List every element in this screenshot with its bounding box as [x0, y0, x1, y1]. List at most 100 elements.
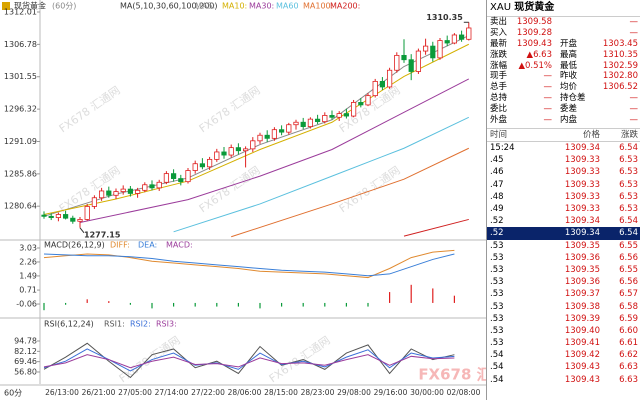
tick-change: 6.61: [619, 338, 638, 349]
quote-label: 最高: [560, 49, 578, 60]
quote-row: 委比 — 委差 —: [487, 104, 640, 115]
tick-change: 6.58: [619, 301, 638, 312]
tick-time: .53: [490, 252, 504, 263]
y-tick-label: 2.26: [19, 257, 37, 266]
candle-body: [156, 181, 162, 189]
quote-value: 1302.59: [602, 60, 638, 71]
tick-price: 1309.40: [564, 325, 600, 336]
candle-body: [343, 113, 350, 117]
macd-bar: [237, 302, 239, 307]
candle-body: [408, 59, 414, 72]
legend-label: RSI2:: [130, 320, 151, 329]
quote-label: 开盘: [560, 38, 578, 49]
y-tick-label: 1306.78: [4, 40, 37, 49]
candle-body: [55, 214, 62, 218]
quote-label: 涨幅: [490, 60, 508, 71]
quote-label: 外盘: [490, 115, 508, 126]
candle-body: [358, 102, 364, 106]
tick-price: 1309.39: [564, 313, 600, 324]
tick-time: .53: [490, 277, 504, 288]
x-tick-label: 27/22:00: [191, 388, 225, 397]
candle-body: [466, 27, 472, 40]
candle-body: [336, 113, 342, 118]
rsi-line: [43, 348, 455, 372]
quote-row: 涨幅 ▲0.51% 最低 1302.59: [487, 61, 640, 72]
candle-body: [77, 219, 83, 222]
candle-body: [322, 115, 328, 123]
candle-body: [242, 148, 249, 152]
candle-body: [437, 40, 443, 59]
tick-time: .46: [490, 167, 504, 178]
high-annotation: 1310.35: [426, 13, 463, 22]
quote-value: —: [543, 82, 553, 93]
x-tick-label: 28/23:00: [301, 388, 335, 397]
tick-row: .53 1309.40 6.60: [487, 325, 640, 337]
y-tick-label: 69.46: [14, 357, 37, 366]
tick-row: .48 1309.33 6.53: [487, 191, 640, 203]
macd-bar: [43, 302, 45, 311]
tick-row: .49 1309.33 6.53: [487, 203, 640, 215]
tick-price: 1309.33: [564, 155, 600, 166]
candle-body: [278, 129, 285, 133]
quote-label: 现手: [490, 71, 508, 82]
y-tick-label: 0.71: [19, 286, 37, 295]
tick-price: 1309.38: [564, 301, 600, 312]
period-label: 60分: [4, 389, 22, 398]
quote-label: 总手: [490, 82, 508, 93]
tick-row: .53 1309.36 6.56: [487, 276, 640, 288]
quote-row: 涨跌 ▲6.63 最高 1310.35: [487, 50, 640, 61]
tick-price: 1309.36: [564, 277, 600, 288]
candle-body: [350, 102, 357, 117]
tick-time: .53: [490, 338, 504, 349]
legend-label: MA10:: [222, 2, 247, 11]
tick-change: 6.53: [619, 204, 638, 215]
tick-row: .53 1309.36 6.56: [487, 252, 640, 264]
tick-time: 15:24: [490, 143, 515, 154]
candle-body: [91, 197, 97, 207]
tick-time: .54: [490, 362, 504, 373]
quote-value: —: [629, 17, 639, 27]
macd-bar: [194, 302, 196, 307]
y-tick-label: 3.03: [19, 243, 37, 252]
tick-row: 15:24 1309.34 6.54: [487, 142, 640, 154]
y-tick-label: 1285.86: [4, 169, 37, 178]
quote-row: 总持 — 持仓差 —: [487, 93, 640, 104]
macd-bar: [281, 302, 283, 307]
x-tick-label: 26/13:00: [45, 388, 79, 397]
tick-row: .54 1309.42 6.62: [487, 349, 640, 361]
watermark-logo: FX678 汇通网: [418, 366, 486, 384]
tick-change: 6.55: [619, 240, 638, 251]
quote-label: 均价: [560, 82, 578, 93]
quote-label: 委比: [490, 104, 508, 115]
ma-line: [173, 116, 470, 233]
macd-bar: [173, 302, 175, 307]
quote-label: 持仓差: [560, 93, 586, 104]
tick-time: .54: [490, 350, 504, 361]
macd-line: [43, 249, 455, 279]
quote-row: 外盘 — 内盘 —: [487, 115, 640, 126]
candle-body: [235, 147, 241, 152]
legend-label: MA5:: [195, 2, 215, 11]
candle-body: [430, 45, 436, 59]
candle-body: [250, 140, 256, 150]
candle-body: [70, 217, 76, 222]
tick-change: 6.59: [619, 313, 638, 324]
y-tick-label: 1301.55: [4, 72, 37, 81]
legend-label: DIFF:: [110, 241, 130, 250]
tick-change: 6.63: [619, 362, 638, 373]
y-tick-label: 1296.32: [4, 105, 37, 114]
candle-body: [199, 163, 205, 168]
macd-bar: [259, 302, 261, 309]
ticks-rows: 15:24 1309.34 6.54 .45 1309.33 6.53 .46 1309.33…: [487, 142, 640, 386]
chart-period: (60分): [52, 2, 76, 11]
candle-body: [422, 45, 429, 52]
tick-price: 1309.35: [564, 240, 600, 251]
col-header: 涨跌: [620, 129, 638, 140]
quote-value: 1309.58: [516, 17, 552, 27]
candle-body: [372, 80, 378, 97]
candle-body: [228, 147, 234, 156]
macd-bar: [151, 302, 153, 309]
candle-body: [386, 69, 393, 88]
quote-label: 最新: [490, 38, 508, 49]
quote-value: ▲6.63: [526, 49, 552, 60]
